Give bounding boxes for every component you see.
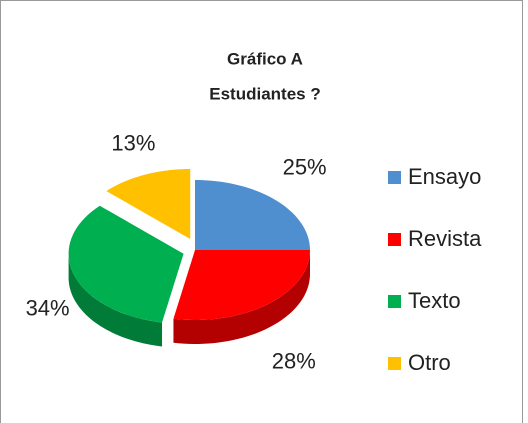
slice [173,250,310,320]
data-label: 13% [111,130,155,155]
chart-title: Gráfico A [227,49,303,68]
slice [195,180,310,250]
legend-label: Ensayo [408,164,481,189]
data-label: 34% [26,295,70,320]
slice [106,168,191,239]
legend-swatch [388,357,401,370]
data-label: 28% [272,348,316,373]
legend-swatch [388,171,401,184]
legend-label: Otro [408,350,451,375]
legend-label: Texto [408,288,461,313]
legend-label: Revista [408,226,482,251]
data-label: 25% [283,154,327,179]
slice-side [68,253,163,347]
legend-swatch [388,295,401,308]
chart-subtitle: Estudiantes ? [209,84,320,103]
legend-swatch [388,233,401,246]
slice-side [173,250,310,344]
slice [68,205,184,323]
